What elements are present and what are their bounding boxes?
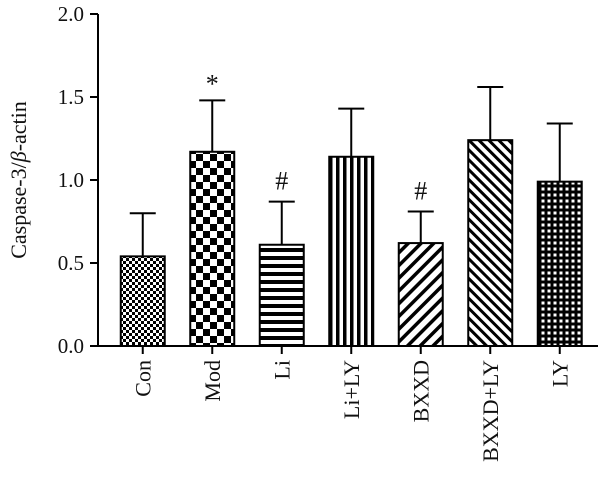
y-tick-label: 2.0 (58, 2, 84, 26)
bar-ly (536, 180, 583, 347)
significance-mark: * (206, 69, 219, 98)
x-tick-label: LY (547, 360, 572, 387)
y-axis-title-italic: β (6, 151, 31, 163)
bar-bxxd (397, 242, 444, 347)
significance-marks-layer: * # # (206, 69, 428, 205)
y-tick-label: 0.5 (58, 251, 84, 275)
bar-li-ly (328, 155, 375, 347)
x-tick-label: Li (269, 360, 294, 380)
x-tick-label: Li+LY (339, 360, 364, 419)
bar-bxxd-ly (467, 139, 514, 347)
y-tick-label: 1.5 (58, 85, 84, 109)
y-axis-title: Caspase-3/β-actin (6, 101, 31, 259)
bar-mod (189, 150, 236, 347)
y-tick-labels: 0.0 0.5 1.0 1.5 2.0 (58, 2, 84, 358)
x-tick-label: BXXD (408, 360, 433, 422)
y-tick-label: 0.0 (58, 334, 84, 358)
significance-mark: # (414, 177, 427, 206)
x-tick-label: Mod (200, 360, 225, 402)
y-axis-title-prefix: Caspase-3/ (6, 161, 31, 258)
x-tick-label: Con (130, 360, 155, 397)
bars-layer (119, 139, 583, 348)
y-tick-label: 1.0 (58, 168, 84, 192)
bar-li (258, 243, 305, 348)
y-axis-title-suffix: -actin (6, 101, 31, 151)
error-bars-layer (129, 86, 573, 257)
significance-mark: # (275, 167, 288, 196)
x-tick-label: BXXD+LY (478, 360, 503, 462)
x-category-labels: Con Mod Li Li+LY BXXD BXXD+LY LY (130, 360, 572, 462)
axes-layer (90, 13, 598, 354)
bar-con (119, 255, 166, 347)
